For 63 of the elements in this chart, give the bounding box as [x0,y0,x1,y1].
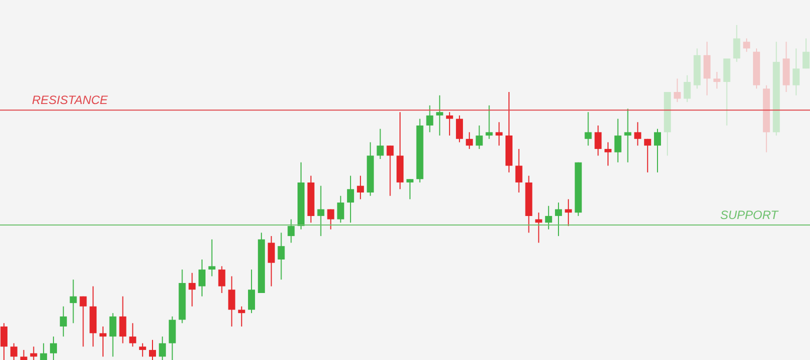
candlestick [0,322,8,360]
candlestick [337,195,344,224]
candlestick [594,125,602,156]
candlestick [743,38,750,52]
candlestick [644,138,652,173]
candlestick [188,272,196,307]
candlestick [109,312,116,358]
candlestick [347,175,354,224]
candlestick [70,279,77,324]
candlestick [584,112,592,146]
candlestick [198,259,206,297]
candlestick [248,269,256,314]
candlestick [139,342,146,358]
candlestick [554,202,562,237]
candlestick [624,108,632,163]
candlestick [278,232,285,280]
candlestick [802,38,810,70]
candlestick [426,104,434,133]
candlestick [545,205,552,230]
candlestick [654,128,662,173]
candlestick [168,316,176,360]
candlestick [119,296,126,344]
candlestick [674,78,681,103]
candlestick [684,74,691,103]
candlestick [476,125,483,150]
candlestick [634,122,642,146]
candlestick [733,24,740,62]
candlestick [723,58,730,126]
candlestick [129,322,136,348]
candlestick [60,306,67,338]
candlestick [466,132,473,150]
candlestick [158,336,166,360]
candlestick [20,349,28,360]
candlestick [268,236,275,287]
candlestick [704,41,711,96]
candlestick [515,148,522,193]
candlestick [148,339,156,360]
candlestick [446,112,454,136]
ref-line-label: SUPPORT [720,208,780,222]
candlestick [614,118,622,163]
ref-line-label: RESISTANCE [32,93,109,108]
candlestick [99,326,106,358]
candlestick [496,122,503,146]
candlestick [386,145,394,196]
candlestick [792,48,800,96]
candlestick [376,128,384,160]
candlestick [604,142,612,166]
candlestick [356,175,364,200]
candlestick [436,94,444,136]
candlestick [288,218,295,244]
candlestick [208,238,216,277]
candlestick [486,104,493,140]
candlestick [228,276,236,327]
candlestick [713,71,720,90]
candlestick [10,342,18,360]
candlestick [317,185,324,237]
candlestick [406,178,414,200]
candlestick [50,336,57,360]
candlestick [80,296,87,348]
candlestick [40,342,48,360]
candlestick [218,266,226,294]
candlestick [456,114,463,143]
candlestick [327,208,334,230]
